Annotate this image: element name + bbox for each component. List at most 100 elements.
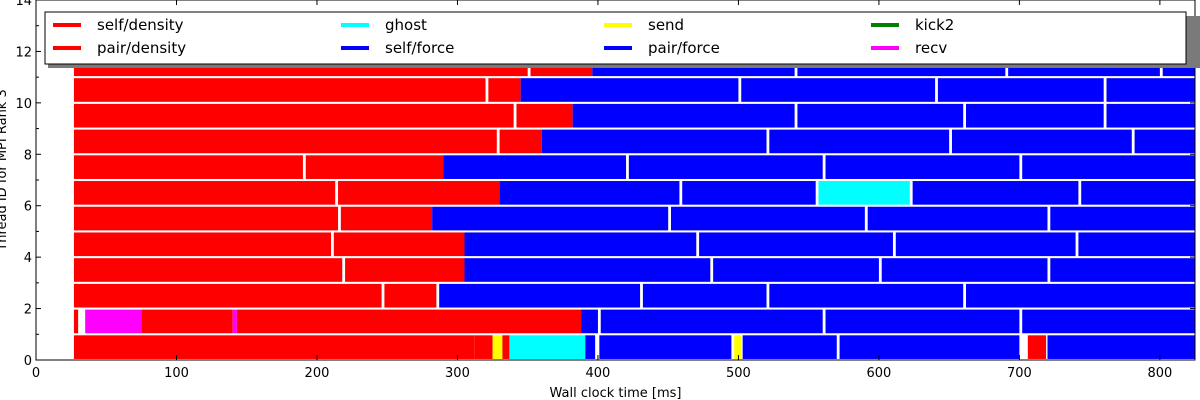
task-bar — [825, 155, 1020, 179]
task-bar — [585, 335, 596, 359]
task-bar — [474, 335, 493, 359]
task-bar — [73, 206, 339, 231]
task-bar — [338, 181, 500, 205]
task-bar — [1106, 78, 1195, 102]
task-bar — [520, 78, 739, 102]
legend-label: self/force — [385, 39, 454, 57]
legend-label: pair/density — [97, 39, 186, 57]
task-bar — [867, 206, 1048, 231]
task-bar — [895, 232, 1076, 257]
y-tick-label: 2 — [24, 303, 32, 318]
task-bar — [73, 258, 343, 282]
task-bar — [236, 309, 582, 334]
task-bar — [951, 129, 1132, 154]
y-tick-label: 8 — [24, 148, 32, 163]
task-bar — [818, 181, 910, 205]
task-bars — [73, 52, 1195, 359]
task-bar — [432, 206, 669, 231]
y-tick-label: 12 — [15, 45, 32, 60]
task-bar — [73, 232, 332, 257]
y-tick-label: 6 — [24, 200, 32, 215]
task-bar — [713, 258, 879, 282]
task-bar — [769, 129, 950, 154]
x-tick-label: 200 — [305, 366, 330, 381]
task-bar — [73, 129, 497, 154]
task-bar — [1081, 181, 1195, 205]
task-bar — [502, 335, 510, 359]
task-bar — [73, 78, 486, 102]
task-bar — [305, 155, 444, 179]
task-bar — [85, 309, 142, 334]
task-bar — [73, 335, 475, 359]
task-bar — [345, 258, 465, 282]
task-bar — [1022, 155, 1195, 179]
legend-label: self/density — [97, 16, 184, 34]
axes: 0 100 200 300 400 500 600 700 800 0 2 4 6 8 10 12 14 — [15, 0, 1195, 381]
task-bar — [682, 181, 816, 205]
x-tick-label: 700 — [1007, 366, 1032, 381]
task-bar — [734, 335, 742, 359]
legend-label: send — [648, 16, 684, 34]
x-tick-label: 800 — [1147, 366, 1172, 381]
task-bar — [1022, 309, 1195, 334]
legend-label: kick2 — [915, 16, 954, 34]
task-bar — [499, 181, 680, 205]
task-bar — [670, 206, 865, 231]
task-bar — [600, 309, 823, 334]
task-bar — [825, 309, 1020, 334]
task-bar — [541, 129, 767, 154]
legend: self/density pair/density ghost self/force s… — [44, 11, 1200, 68]
task-bar — [1050, 206, 1195, 231]
task-bar — [572, 103, 795, 128]
task-bar — [516, 103, 573, 128]
task-bar — [599, 335, 732, 359]
task-bar — [73, 309, 79, 334]
legend-box — [44, 11, 1187, 65]
task-bar — [492, 335, 503, 359]
task-bar — [464, 258, 711, 282]
task-bar — [937, 78, 1104, 102]
y-tick-label: 0 — [24, 354, 32, 369]
y-tick-label: 4 — [24, 251, 32, 266]
x-tick-label: 400 — [586, 366, 611, 381]
task-bar — [1050, 258, 1195, 282]
task-bar — [581, 309, 598, 334]
task-bar — [488, 78, 521, 102]
task-bar — [797, 103, 964, 128]
task-bar — [881, 258, 1048, 282]
task-bar — [966, 283, 1195, 308]
y-axis-label: Thread ID for MPI Rank 3 — [0, 89, 10, 251]
task-bar — [699, 232, 893, 257]
x-tick-label: 500 — [726, 366, 751, 381]
x-tick-label: 600 — [866, 366, 891, 381]
x-tick-label: 100 — [164, 366, 189, 381]
task-bar — [642, 283, 767, 308]
task-bar — [439, 283, 641, 308]
task-bar — [1027, 335, 1047, 359]
task-bar — [499, 129, 542, 154]
task-bar — [1047, 335, 1195, 359]
y-tick-label: 14 — [15, 0, 32, 9]
task-bar — [628, 155, 823, 179]
x-tick-label: 300 — [445, 366, 470, 381]
task-bar — [340, 206, 433, 231]
task-bar — [1106, 103, 1195, 128]
task-bar — [73, 103, 514, 128]
x-axis-label: Wall clock time [ms] — [550, 386, 682, 400]
task-bar — [141, 309, 233, 334]
task-bar — [741, 78, 936, 102]
x-tick-label: 0 — [32, 366, 40, 381]
task-bar — [73, 283, 382, 308]
task-bar — [966, 103, 1104, 128]
task-bar — [384, 283, 437, 308]
legend-label: ghost — [385, 16, 427, 34]
legend-label: recv — [915, 39, 947, 57]
task-bar — [232, 309, 237, 334]
task-bar — [1078, 232, 1195, 257]
y-tick-label: 10 — [15, 97, 32, 112]
task-bar — [839, 335, 1020, 359]
task-bar — [73, 155, 303, 179]
task-bar — [912, 181, 1079, 205]
task-bar — [1134, 129, 1195, 154]
